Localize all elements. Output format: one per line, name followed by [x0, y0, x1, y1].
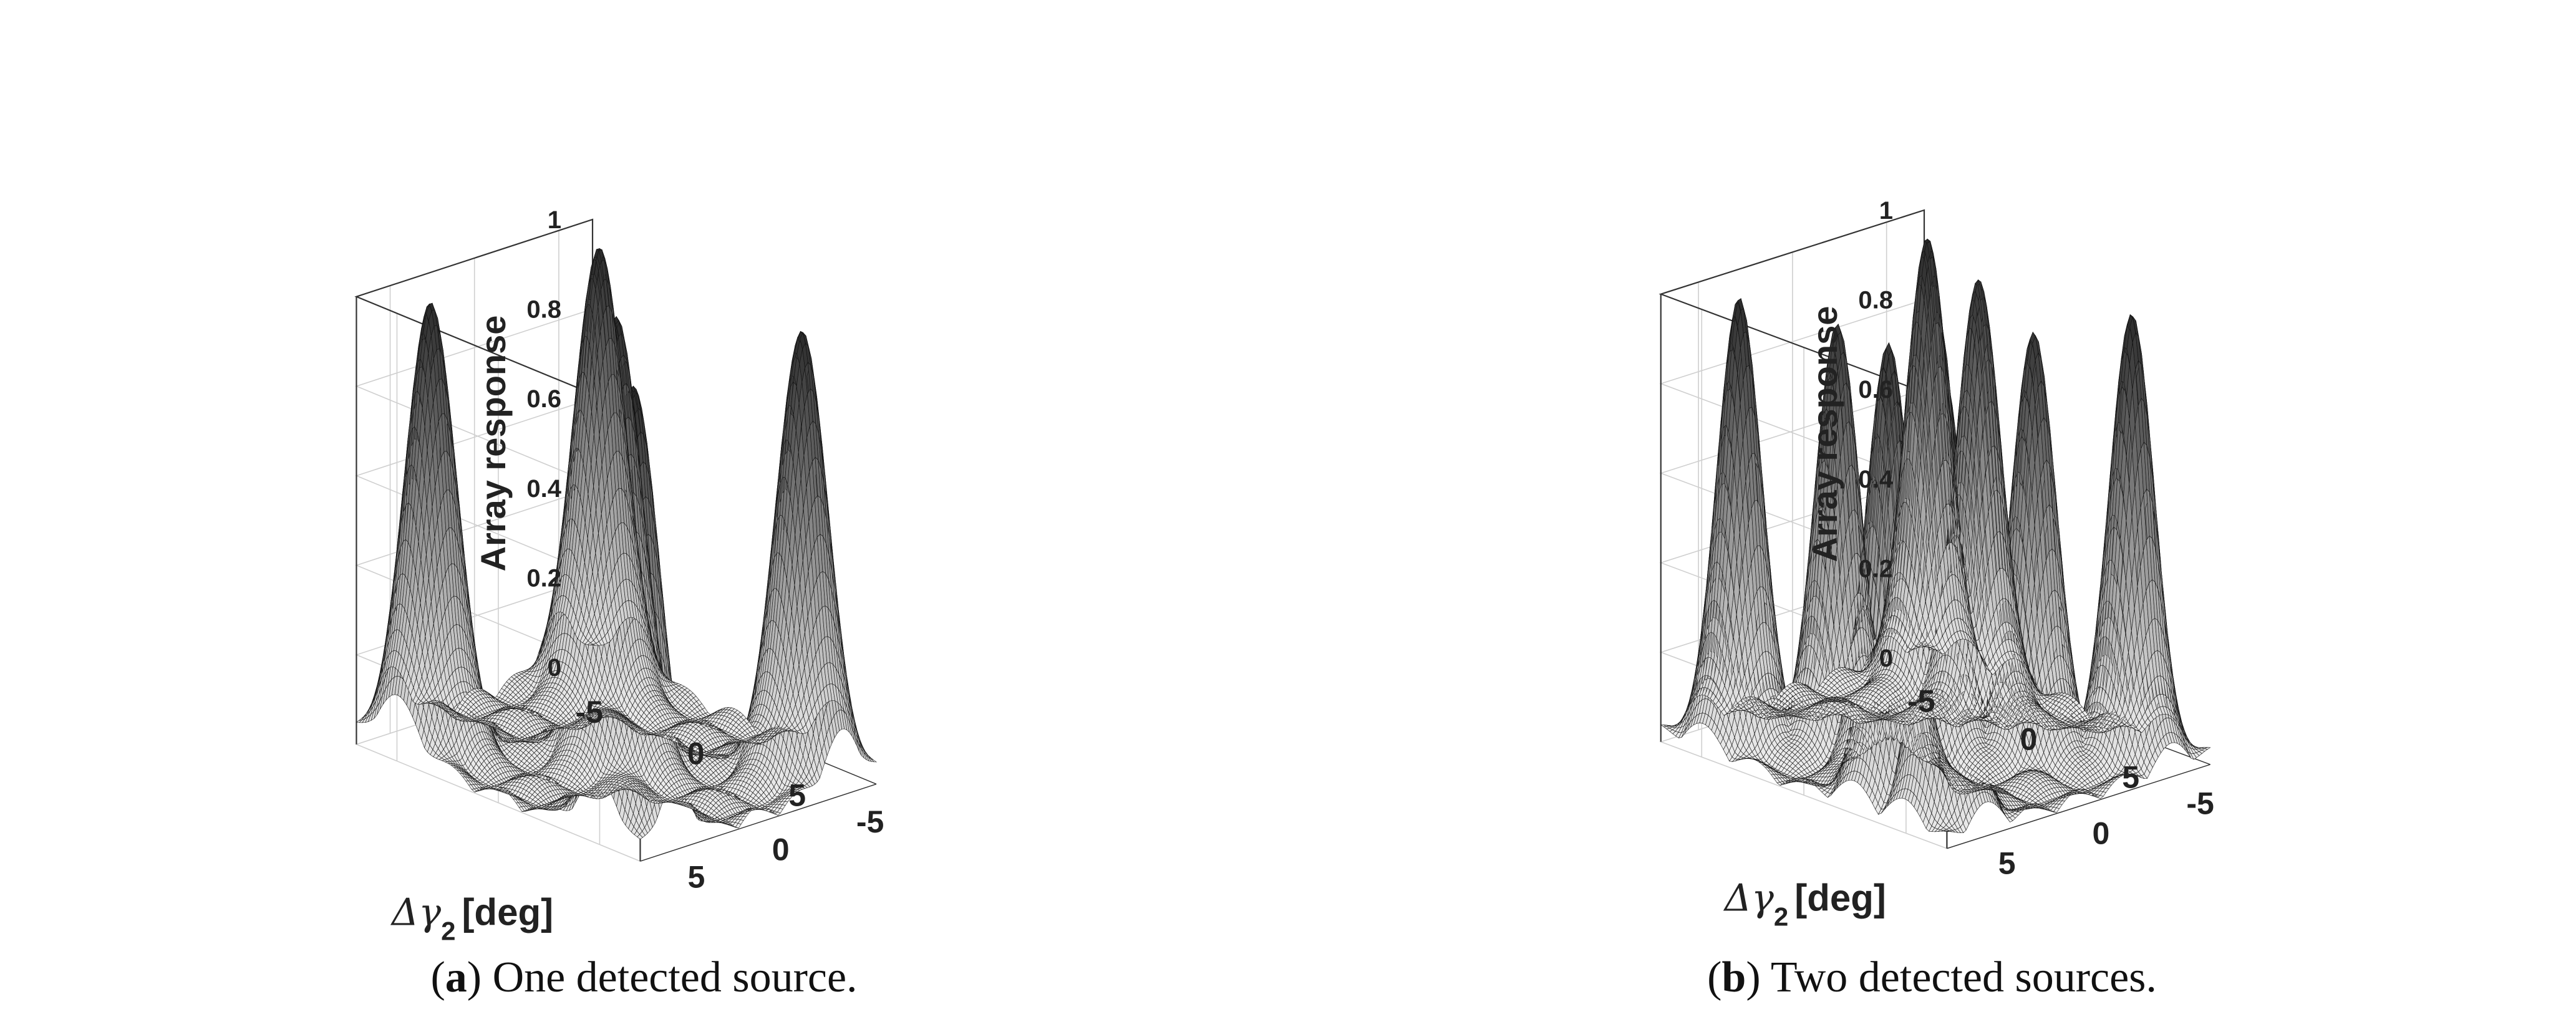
surface-mesh [356, 248, 878, 840]
y-axis-line [640, 783, 877, 862]
panel-a-surface-plot: 0 0.2 0.4 0.6 0.8 1 -5 0 5 -5 0 5 Array response Δγ2[… [354, 206, 884, 1001]
